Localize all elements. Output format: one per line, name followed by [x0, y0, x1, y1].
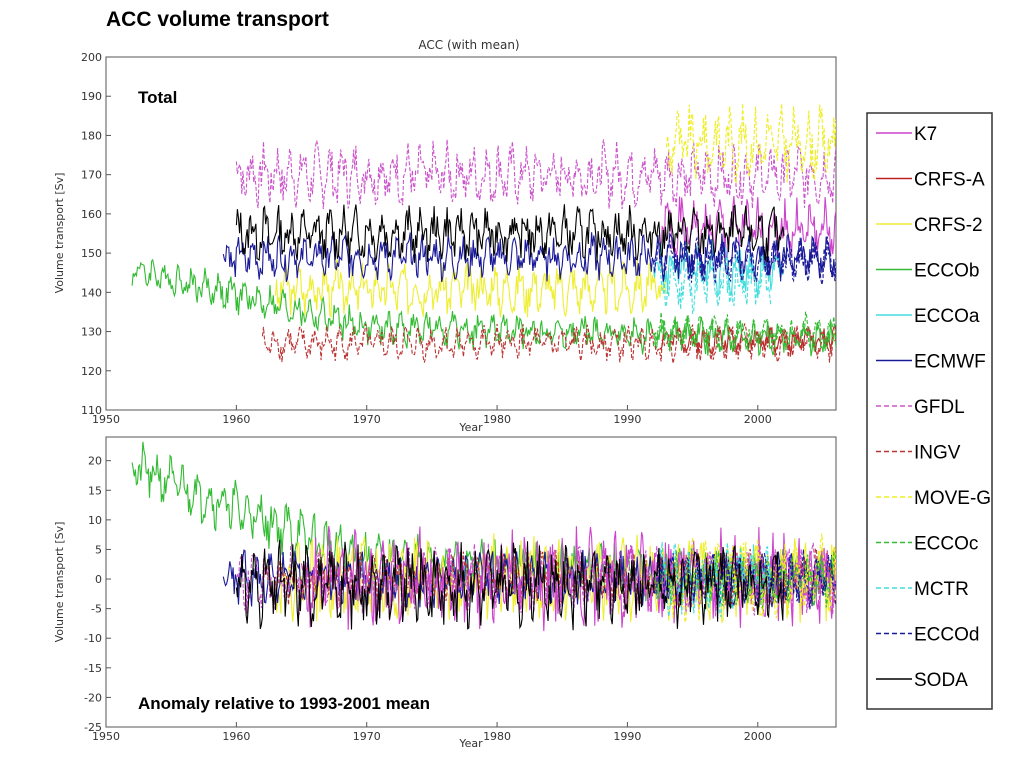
slide-title: ACC volume transport	[106, 8, 329, 31]
y-tick-label: 140	[81, 286, 102, 299]
legend-item-mctr: MCTR	[876, 579, 969, 600]
legend-item-move-g: MOVE-G	[876, 488, 991, 509]
legend-label: SODA	[914, 670, 968, 691]
legend-label: INGV	[914, 443, 961, 464]
top-series-eccod	[652, 236, 836, 285]
top-series-k7	[659, 195, 836, 263]
legend-item-ingv: INGV	[876, 443, 961, 464]
x-tick-label: 1950	[92, 730, 120, 743]
x-tick-label: 1980	[483, 730, 511, 743]
top-series-eccoc	[652, 311, 836, 353]
legend-item-gfdl: GFDL	[876, 397, 965, 418]
y-tick-label: 130	[81, 326, 102, 339]
bottom-series-move-g	[665, 533, 836, 623]
top-series-move-g	[665, 103, 836, 184]
panel-total: ACC (with mean) 1950 1960 1970 1980 1990 2000…	[53, 38, 837, 434]
legend-item-soda: SODA	[876, 670, 968, 691]
bottom-ylabel: Volume transport [Sv]	[53, 522, 66, 643]
legend-item-crfs-2: CRFS-2	[876, 215, 983, 236]
y-tick-label: 190	[81, 90, 102, 103]
x-tick-label: 1970	[353, 730, 381, 743]
y-tick-label: 110	[81, 404, 102, 417]
top-ylabel: Volume transport [Sv]	[53, 173, 66, 294]
y-tick-label: -10	[84, 632, 102, 645]
y-tick-label: -25	[84, 721, 102, 734]
panel-anomaly: 1950 1960 1970 1980 1990 2000 -25 -20 -15 -10 -5 0 5…	[53, 436, 837, 750]
bottom-overlay-label: Anomaly relative to 1993-2001 mean	[138, 694, 430, 713]
y-tick-label: 150	[81, 247, 102, 260]
bottom-ticks-group: 1950 1960 1970 1980 1990 2000 -25 -20 -15 -10 -5 0 5…	[84, 455, 772, 743]
top-series-group	[131, 103, 836, 365]
legend-item-k7: K7	[876, 124, 937, 145]
top-plot-title: ACC (with mean)	[418, 38, 519, 52]
x-tick-label: 2000	[744, 413, 772, 426]
x-tick-label: 1960	[222, 730, 250, 743]
x-tick-label: 1980	[483, 413, 511, 426]
y-tick-label: 15	[88, 484, 102, 497]
legend-item-eccoc: ECCOc	[876, 534, 978, 555]
x-tick-label: 1950	[92, 413, 120, 426]
x-tick-label: 1960	[222, 413, 250, 426]
y-tick-label: 200	[81, 51, 102, 64]
top-plot-frame	[105, 56, 837, 411]
legend-item-crfs-a: CRFS-A	[876, 170, 985, 191]
top-series-crfs-2	[274, 259, 668, 319]
legend-label: ECMWF	[914, 352, 986, 373]
top-series-eccob	[131, 258, 836, 357]
y-tick-label: 120	[81, 365, 102, 378]
top-series-mctr	[659, 255, 772, 315]
top-series-ingv	[261, 323, 836, 365]
y-tick-label: 5	[95, 543, 102, 556]
y-tick-label: 160	[81, 208, 102, 221]
y-tick-label: -5	[91, 603, 102, 616]
top-overlay-label: Total	[138, 88, 177, 107]
top-series-soda	[235, 204, 785, 264]
legend-item-eccod: ECCOd	[876, 625, 979, 646]
legend-item-eccoa: ECCOa	[876, 306, 980, 327]
y-tick-label: -15	[84, 662, 102, 675]
legend-label: GFDL	[914, 397, 965, 418]
legend-label: K7	[914, 124, 937, 145]
bottom-xlabel: Year	[458, 737, 483, 750]
legend-item-eccob: ECCOb	[876, 261, 979, 282]
y-tick-label: 0	[95, 573, 102, 586]
y-tick-label: 180	[81, 129, 102, 142]
top-ticks-group: 1950 1960 1970 1980 1990 2000 110 120 130 140 150 1…	[81, 51, 772, 426]
legend-item-ecmwf: ECMWF	[876, 352, 986, 373]
top-series-gfdl	[235, 139, 836, 210]
legend-label: ECCOd	[914, 625, 979, 646]
x-tick-label: 2000	[744, 730, 772, 743]
y-tick-label: 170	[81, 169, 102, 182]
legend-label: ECCOa	[914, 306, 980, 327]
x-tick-label: 1990	[613, 413, 641, 426]
y-tick-label: -20	[84, 691, 102, 704]
bottom-series-soda	[235, 539, 785, 631]
legend-items: K7 CRFS-A CRFS-2 ECCOb ECCOa ECMWF GFDL INGV MOV…	[876, 124, 991, 691]
legend-label: ECCOb	[914, 261, 979, 282]
legend-label: MCTR	[914, 579, 969, 600]
x-tick-label: 1970	[353, 413, 381, 426]
legend-label: ECCOc	[914, 534, 978, 555]
x-tick-label: 1990	[613, 730, 641, 743]
y-tick-label: 10	[88, 514, 102, 527]
y-tick-label: 20	[88, 455, 102, 468]
bottom-series-eccoc	[652, 549, 836, 610]
top-series-ecmwf	[222, 231, 836, 283]
legend-label: CRFS-2	[914, 215, 983, 236]
legend-label: MOVE-G	[914, 488, 991, 509]
top-xlabel: Year	[458, 421, 483, 434]
legend: K7 CRFS-A CRFS-2 ECCOb ECCOa ECMWF GFDL INGV MOV…	[866, 112, 993, 710]
legend-box	[866, 112, 993, 710]
legend-label: CRFS-A	[914, 170, 985, 191]
bottom-series-group	[131, 441, 836, 632]
